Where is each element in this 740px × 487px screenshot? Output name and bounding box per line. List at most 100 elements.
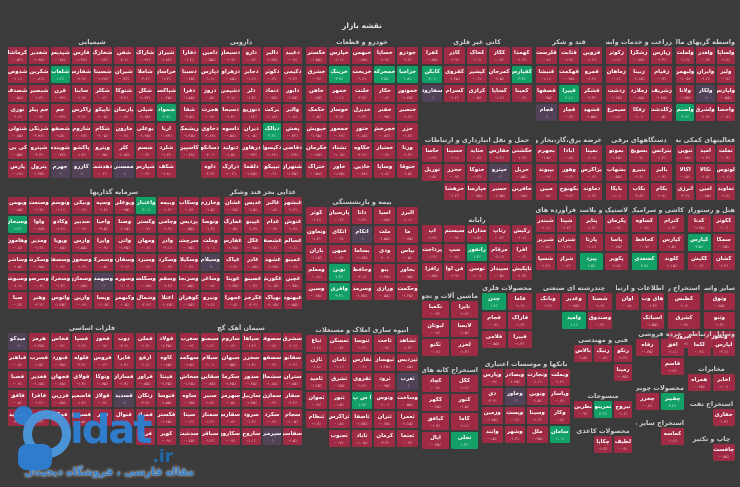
stock-tile[interactable]: حفارس -۲.۲٪ bbox=[489, 145, 510, 162]
stock-tile[interactable]: شتوکا -۲.۲٪ bbox=[114, 85, 134, 102]
stock-tile[interactable]: وبهمن -۰.۸۵٪ bbox=[8, 197, 28, 214]
stock-tile[interactable]: دزهراوی-۰.۸۵٪ bbox=[221, 66, 241, 83]
stock-tile[interactable]: حآسا -۱.۷٪ bbox=[422, 145, 443, 162]
stock-tile[interactable]: خرینگ ۳.۹٪ bbox=[328, 66, 350, 83]
stock-tile[interactable]: ولبهمن -۱.۰۵٪ bbox=[676, 66, 695, 83]
stock-tile[interactable]: ثاژن -۱.۸٪ bbox=[306, 354, 327, 371]
stock-tile[interactable]: وکار -۰.۸٪ bbox=[549, 407, 570, 424]
stock-tile[interactable]: وهور -۱.۳٪ bbox=[558, 164, 580, 181]
stock-tile[interactable]: سرود -۱.۴٪ bbox=[242, 409, 261, 426]
stock-tile[interactable]: چفیبر ۲.۴٪ bbox=[661, 393, 684, 410]
stock-tile[interactable]: ثعتما -۰.۹٪ bbox=[397, 430, 418, 447]
stock-tile[interactable]: ثجوان -۰.۸٪ bbox=[306, 392, 327, 409]
stock-tile[interactable]: اخابر -۱.۰٪ bbox=[712, 374, 735, 391]
stock-tile[interactable]: کاسپین -۰.۷۸٪ bbox=[180, 142, 199, 159]
stock-tile[interactable]: سکرما -۱.۴۵٪ bbox=[221, 371, 241, 388]
stock-tile[interactable]: رتاپ -۰.۷٪ bbox=[489, 225, 510, 242]
stock-tile[interactable]: وگستر -۰.۷٪ bbox=[136, 216, 156, 233]
stock-tile[interactable]: کوثر -۱.۲٪ bbox=[306, 207, 327, 224]
stock-tile[interactable]: وخارزم -۱.۵٪ bbox=[200, 197, 220, 214]
stock-tile[interactable]: زفکا -۱.۰٪ bbox=[628, 104, 650, 121]
stock-tile[interactable]: قپیرا ۲.۱٪ bbox=[558, 85, 580, 102]
stock-tile[interactable]: تملت -۰.۹٪ bbox=[716, 145, 735, 162]
stock-tile[interactable]: دی -۲.۶٪ bbox=[482, 388, 503, 405]
stock-tile[interactable]: خدیزل -۱.۳٪ bbox=[351, 104, 373, 121]
stock-tile[interactable]: ورنا -۱.۴٪ bbox=[397, 142, 418, 159]
stock-tile[interactable]: وسیلام ۰٪ bbox=[200, 254, 220, 271]
stock-tile[interactable]: فولاد -۱.۳۵٪ bbox=[156, 333, 176, 350]
stock-tile[interactable]: توریل -۱.۵٪ bbox=[422, 164, 443, 181]
stock-tile[interactable]: تاپکیش -۱.۷٪ bbox=[511, 263, 532, 280]
stock-tile[interactable]: بالبر -۰.۹٪ bbox=[651, 164, 672, 181]
stock-tile[interactable]: اسیاتک -۱.۵۵٪ bbox=[641, 312, 664, 329]
stock-tile[interactable]: تکالا -۱.۸٪ bbox=[696, 164, 715, 181]
stock-tile[interactable]: وپاسار -۰.۷٪ bbox=[549, 388, 570, 405]
stock-tile[interactable]: زشریف -۱.۴۵٪ bbox=[651, 85, 672, 102]
stock-tile[interactable]: شخارک -۰.۶۴٪ bbox=[93, 47, 113, 64]
stock-tile[interactable]: شستا -۱.۶٪ bbox=[588, 293, 612, 310]
stock-tile[interactable]: رانفور ۱.۴٪ bbox=[466, 244, 488, 261]
stock-tile[interactable]: ثبهساز -۱.۴۵٪ bbox=[374, 354, 396, 371]
stock-tile[interactable]: آسیا -۰.۸۵٪ bbox=[374, 207, 396, 224]
stock-tile[interactable]: خریخت -۱.۲٪ bbox=[351, 66, 373, 83]
stock-tile[interactable]: سشمال-۱.۱۵٪ bbox=[262, 371, 282, 388]
stock-tile[interactable]: شراز -۰.۶٪ bbox=[557, 253, 576, 270]
stock-tile[interactable]: رنیک -۰.۸٪ bbox=[594, 345, 612, 362]
stock-tile[interactable]: بوعلی -۱.۲۵٪ bbox=[135, 123, 155, 140]
stock-tile[interactable]: وهنر -۲.۲٪ bbox=[29, 292, 49, 309]
stock-tile[interactable]: وساشرقی-۱.۵٪ bbox=[8, 254, 28, 271]
stock-tile[interactable]: فغدیر -۱.۱۵٪ bbox=[29, 371, 49, 388]
stock-tile[interactable]: شسینا -۱.۴۸٪ bbox=[93, 66, 113, 83]
stock-tile[interactable]: سپاها -۱.۴٪ bbox=[242, 333, 261, 350]
stock-tile[interactable]: غشهد -۱.۴۵٪ bbox=[264, 254, 282, 271]
stock-tile[interactable]: ثغرب ۰٪ bbox=[397, 373, 418, 390]
stock-tile[interactable]: غدیس -۱.۵٪ bbox=[244, 197, 262, 214]
stock-tile[interactable]: شسم -۰.۳٪ bbox=[135, 142, 155, 159]
stock-tile[interactable]: اتکای -۰.۹٪ bbox=[328, 226, 350, 243]
stock-tile[interactable]: رمپنا -۰.۹۵٪ bbox=[614, 364, 632, 381]
stock-tile[interactable]: وپست -۰.۶٪ bbox=[504, 407, 525, 424]
stock-tile[interactable]: ثاخت -۰.۹٪ bbox=[374, 335, 396, 352]
stock-tile[interactable]: بخاور -۰.۹۵٪ bbox=[397, 264, 418, 281]
stock-tile[interactable]: فایرا -۱.۷٪ bbox=[114, 352, 134, 369]
stock-tile[interactable]: خمهر -۱.۱٪ bbox=[328, 85, 350, 102]
stock-tile[interactable]: سجام -۱.۰۵٪ bbox=[283, 409, 302, 426]
stock-tile[interactable]: ولملت -۱.۲٪ bbox=[676, 47, 695, 64]
stock-tile[interactable]: دپارس -۱.۱٪ bbox=[200, 66, 220, 83]
stock-tile[interactable]: آبادا -۰.۸٪ bbox=[558, 145, 580, 162]
stock-tile[interactable]: شفن -۲.۱٪ bbox=[114, 47, 134, 64]
stock-tile[interactable]: کقزوی -۱.۴۵٪ bbox=[444, 66, 465, 83]
stock-tile[interactable]: واتی -۱.۳۵٪ bbox=[115, 235, 135, 252]
stock-tile[interactable]: قهکمت -۰.۶۵٪ bbox=[558, 66, 580, 83]
stock-tile[interactable]: خزامیا ۱.۸٪ bbox=[397, 66, 418, 83]
stock-tile[interactable]: زقیام -۰.۹٪ bbox=[651, 66, 672, 83]
stock-tile[interactable]: دهدشت -۰.۲٪ bbox=[93, 161, 113, 178]
stock-tile[interactable]: شکام -۲.۰۵٪ bbox=[93, 123, 113, 140]
stock-tile[interactable]: قثابت -۱.۹٪ bbox=[558, 47, 580, 64]
stock-tile[interactable]: ختور -۱.۱۵٪ bbox=[351, 123, 373, 140]
stock-tile[interactable]: کمرجان -۲.۵٪ bbox=[489, 66, 510, 83]
stock-tile[interactable]: فلوله -۲.۴٪ bbox=[71, 352, 91, 369]
stock-tile[interactable]: خراسان -۱.۲٪ bbox=[156, 66, 176, 83]
stock-tile[interactable]: ذوب -۲.۱٪ bbox=[114, 333, 134, 350]
stock-tile[interactable]: وحکمت -۱.۲۵٪ bbox=[397, 283, 418, 300]
stock-tile[interactable]: فافزا -۱.۲٪ bbox=[29, 390, 49, 407]
stock-tile[interactable]: نوین ۲.۳٪ bbox=[328, 264, 350, 281]
stock-tile[interactable]: دسینا -۰.۶۵٪ bbox=[180, 66, 199, 83]
stock-tile[interactable]: ونیرو -۱.۶٪ bbox=[200, 292, 220, 309]
stock-tile[interactable]: کاوه -۰.۸۵٪ bbox=[156, 352, 176, 369]
stock-tile[interactable]: ثباغ -۱.۲٪ bbox=[306, 335, 327, 352]
stock-tile[interactable]: شیران -۰.۷۴٪ bbox=[114, 66, 134, 83]
stock-tile[interactable]: غالبر -۰.۸٪ bbox=[264, 197, 282, 214]
stock-tile[interactable]: دماوند -۱.۷٪ bbox=[581, 183, 602, 200]
stock-tile[interactable]: دلر -۱.۳٪ bbox=[242, 85, 261, 102]
stock-tile[interactable]: صبا -۰.۷٪ bbox=[8, 292, 28, 309]
stock-tile[interactable]: قاسم -۱.۴٪ bbox=[661, 358, 684, 375]
stock-tile[interactable]: شکلر -۰.۶٪ bbox=[93, 85, 113, 102]
stock-tile[interactable]: شدوص -۱.۱٪ bbox=[8, 66, 28, 83]
stock-tile[interactable]: دیران -۱.۰۵٪ bbox=[242, 123, 261, 140]
stock-tile[interactable]: شکربن -۰.۸۱٪ bbox=[29, 66, 49, 83]
stock-tile[interactable]: وغدیر -۰.۹۵٪ bbox=[562, 293, 586, 310]
stock-tile[interactable]: ثامید -۱.۲۵٪ bbox=[306, 373, 327, 390]
stock-tile[interactable]: دلقما -۱.۸۵٪ bbox=[242, 161, 261, 178]
